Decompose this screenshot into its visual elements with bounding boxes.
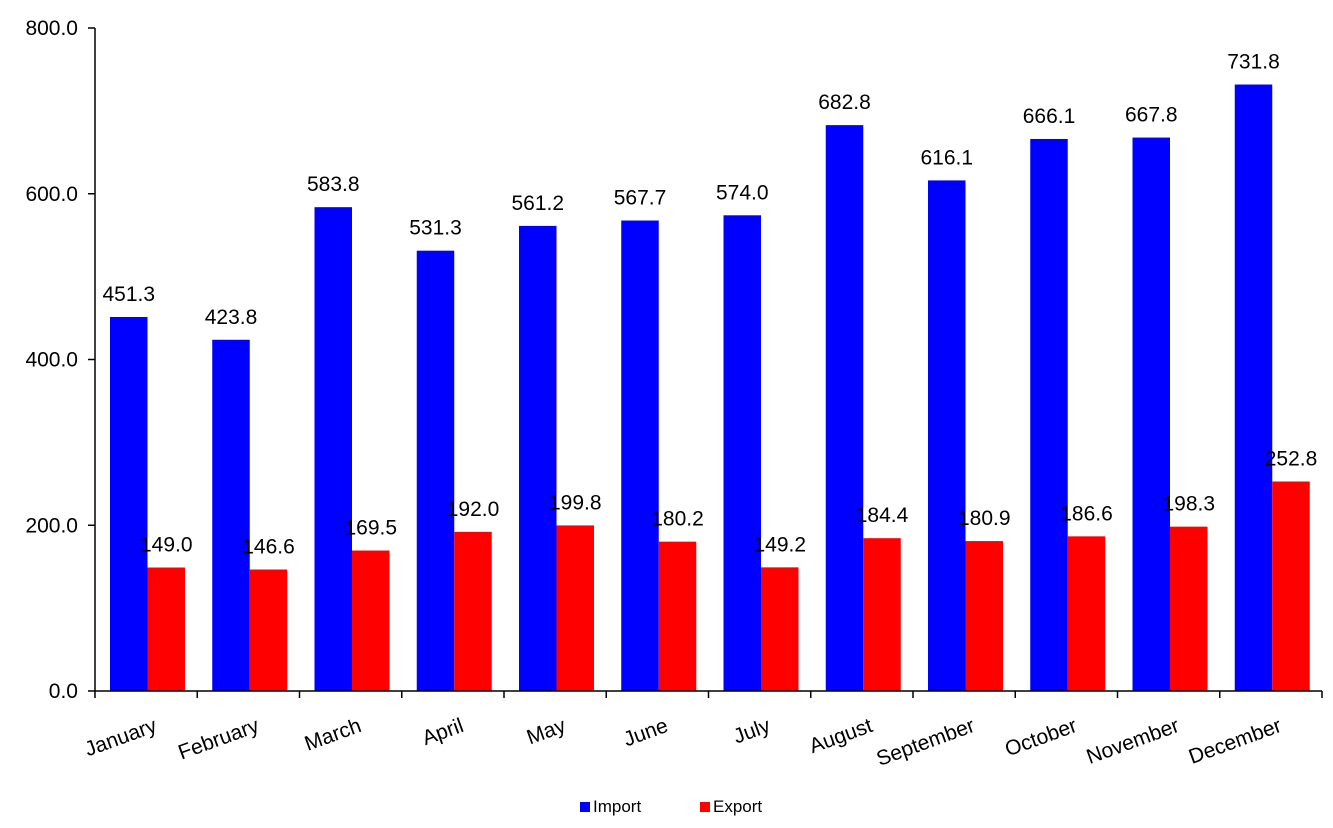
import-bar: [212, 339, 250, 691]
export-bar: [965, 541, 1003, 691]
export-data-label: 180.9: [958, 507, 1011, 530]
export-data-label: 198.3: [1162, 493, 1215, 516]
import-data-label: 451.3: [102, 283, 155, 306]
data-labels: 451.3 423.8 583.8 531.3 561.2 567.7 574.0 682.8…: [102, 51, 1317, 559]
y-axis: 0.0 200.0 400.0 600.0 800.0: [25, 17, 96, 703]
import-bar: [416, 250, 455, 691]
export-bar: [454, 531, 492, 691]
import-bar: [1132, 137, 1170, 692]
legend: Import Export: [580, 797, 762, 816]
export-bar: [147, 567, 185, 691]
legend-swatch-import: [580, 802, 590, 812]
import-bar: [723, 215, 761, 692]
x-category-label: August: [806, 714, 875, 758]
y-tick-label: 0.0: [49, 680, 78, 703]
x-category-label: April: [419, 714, 466, 750]
x-category-label: December: [1186, 714, 1285, 769]
legend-label-import: Import: [593, 797, 641, 816]
export-bar: [1067, 536, 1106, 691]
x-category-label: July: [730, 714, 773, 749]
import-bar: [1234, 84, 1273, 691]
export-data-label: 180.2: [651, 508, 704, 531]
legend-label-export: Export: [713, 797, 762, 816]
x-category-label: November: [1083, 714, 1182, 769]
x-category-label: March: [302, 714, 365, 756]
export-data-label: 184.4: [856, 504, 909, 527]
import-data-label: 667.8: [1125, 104, 1178, 127]
y-tick-label: 200.0: [25, 514, 78, 537]
import-bar: [928, 180, 966, 692]
import-data-label: 567.7: [614, 187, 667, 210]
x-axis: January February March April May June July Augu…: [82, 690, 1323, 771]
export-bar: [1272, 481, 1310, 691]
bars: [110, 84, 1310, 692]
export-data-label: 199.8: [549, 491, 602, 514]
export-bar: [863, 538, 901, 691]
y-tick-label: 800.0: [25, 17, 78, 40]
import-data-label: 561.2: [511, 192, 564, 215]
import-data-label: 583.8: [307, 173, 360, 196]
import-bar: [519, 225, 557, 691]
export-data-label: 149.0: [140, 534, 193, 557]
import-data-label: 574.0: [716, 181, 769, 204]
export-bar: [352, 550, 390, 691]
y-tick-label: 400.0: [25, 349, 78, 372]
import-bar: [621, 220, 659, 692]
export-data-label: 149.2: [753, 533, 806, 556]
export-data-label: 186.6: [1060, 502, 1113, 525]
export-bar: [249, 569, 288, 691]
import-data-label: 666.1: [1023, 105, 1076, 128]
export-data-label: 169.5: [344, 517, 397, 540]
export-bar: [1170, 526, 1208, 691]
legend-swatch-export: [700, 802, 710, 812]
import-bar: [1030, 138, 1068, 692]
import-bar: [110, 316, 148, 691]
import-data-label: 531.3: [409, 217, 462, 240]
import-bar: [825, 125, 864, 691]
export-data-label: 252.8: [1265, 447, 1318, 470]
x-category-label: September: [873, 714, 977, 771]
export-data-label: 192.0: [447, 498, 500, 521]
x-category-label: January: [82, 714, 161, 761]
export-data-label: 146.6: [242, 536, 295, 559]
export-bar: [761, 567, 799, 691]
y-tick-label: 600.0: [25, 183, 78, 206]
import-data-label: 616.1: [920, 146, 973, 169]
export-bar: [658, 541, 697, 691]
import-data-label: 731.8: [1227, 51, 1280, 74]
import-bar: [314, 207, 352, 691]
x-category-label: October: [1002, 714, 1080, 761]
x-category-label: February: [175, 714, 262, 765]
x-category-label: June: [620, 714, 671, 751]
export-bar: [556, 525, 594, 691]
x-category-label: May: [524, 714, 570, 749]
import-data-label: 423.8: [205, 306, 258, 329]
import-data-label: 682.8: [818, 91, 871, 114]
